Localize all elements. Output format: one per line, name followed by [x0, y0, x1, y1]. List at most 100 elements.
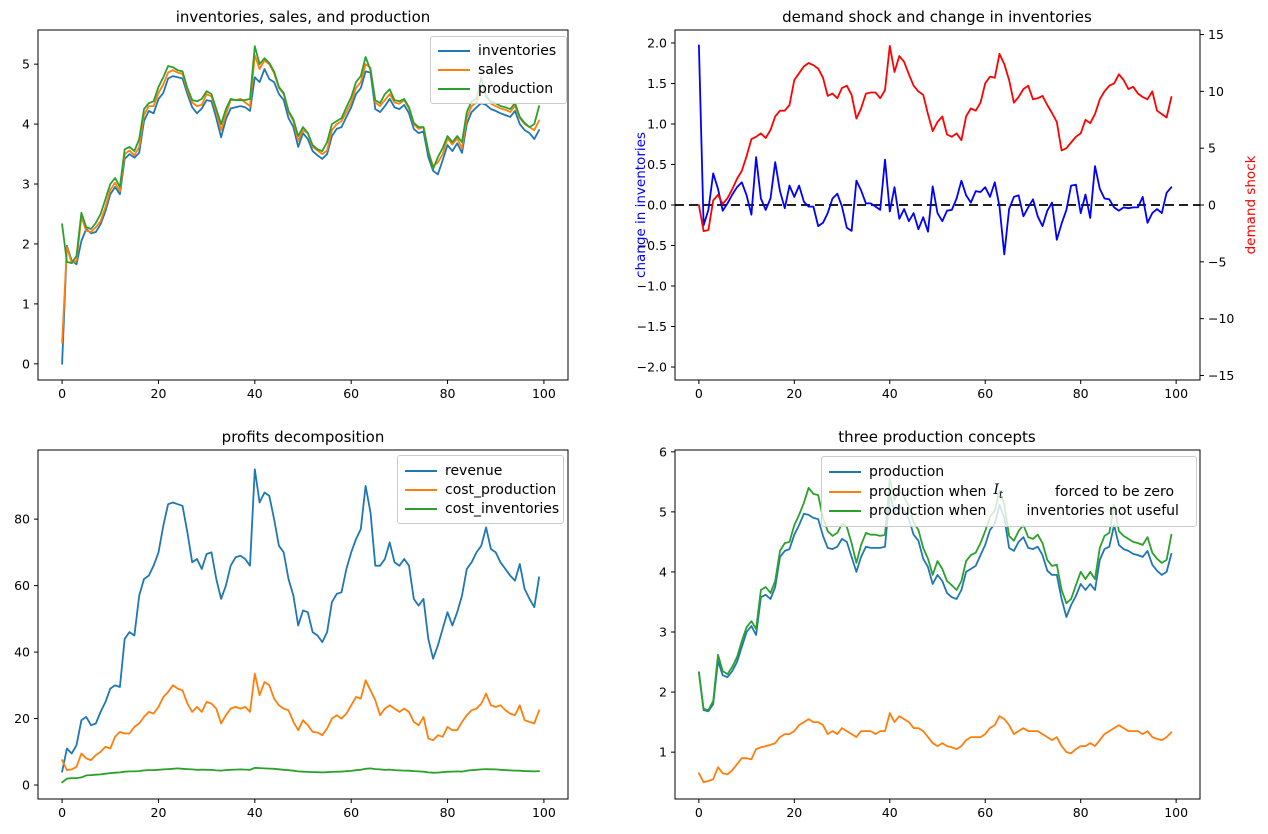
- legend-line-sample-revenue: [405, 469, 437, 472]
- legend-line-sample-production-zero-inventories: [829, 490, 861, 493]
- legend-label-post: forced to be zero: [1055, 483, 1175, 500]
- legend-profits-panel: revenue cost_production cost_inventories: [397, 455, 564, 524]
- y-tick-right-label: −10: [1208, 311, 1234, 326]
- y-tick-label: 5: [22, 57, 30, 72]
- axes-spines: [674, 449, 1201, 800]
- x-tick-label: 40: [247, 386, 263, 401]
- series-production: [61, 45, 540, 264]
- x-tick-label: 60: [977, 386, 993, 401]
- math-I-sub-t: It: [993, 482, 1003, 501]
- x-tick-label: 80: [1073, 805, 1089, 820]
- x-tick-label: 20: [786, 805, 802, 820]
- legend-line-sample-inventories: [438, 50, 470, 53]
- panel-title-demand-shock: demand shock and change in inventories: [782, 8, 1092, 26]
- legend-label-post: inventories not useful: [1026, 503, 1179, 520]
- y-tick-label: 3: [22, 177, 30, 192]
- series-production-when-inventories-not-useful: [698, 477, 1173, 711]
- legend-entry: production: [438, 79, 558, 98]
- legend-line-sample-production-no-inventories: [829, 510, 861, 513]
- legend-entry: cost_inventories: [405, 499, 559, 518]
- y-tick-label: 5: [659, 504, 667, 519]
- legend-entry: inventories: [438, 42, 558, 61]
- series-production-when-It-forced-to-be-zero: [698, 712, 1173, 784]
- series-demand-shock: [698, 45, 1173, 232]
- x-tick-label: 40: [882, 805, 898, 820]
- x-tick-label: 60: [343, 805, 359, 820]
- math-sub: t: [998, 489, 1003, 501]
- legend-entry: production: [829, 462, 1188, 482]
- x-tick-label: 0: [58, 805, 66, 820]
- x-tick-label: 20: [151, 386, 167, 401]
- legend-label: inventories: [478, 43, 557, 60]
- x-tick-label: 0: [695, 386, 703, 401]
- legend-line-sample-production: [438, 87, 470, 90]
- legend-gap: [1003, 491, 1055, 492]
- x-tick-label: 40: [882, 386, 898, 401]
- x-tick-label: 0: [58, 386, 66, 401]
- x-tick-label: 20: [786, 386, 802, 401]
- y-tick-label: 1.5: [647, 76, 667, 91]
- legend-entry: sales: [438, 61, 558, 80]
- x-tick-label: 80: [440, 805, 456, 820]
- panel-title-profits-decomposition: profits decomposition: [221, 428, 385, 446]
- x-tick-label: 80: [440, 386, 456, 401]
- y-tick-right-label: 0: [1208, 198, 1216, 213]
- legend-label: cost_production: [445, 481, 557, 498]
- y-tick-right-label: −15: [1208, 368, 1234, 383]
- legend-top-left-panel: inventories sales production: [430, 36, 567, 104]
- y-tick-label: 0.0: [647, 198, 667, 213]
- y-tick-label: 40: [14, 645, 30, 660]
- legend-entry: cost_production: [405, 480, 557, 499]
- y-tick-label: 20: [14, 711, 30, 726]
- y-tick-label: −1.0: [637, 279, 667, 294]
- y-tick-label: 0: [22, 356, 30, 371]
- y-tick-label: −0.5: [637, 238, 667, 253]
- legend-line-sample-sales: [438, 69, 470, 71]
- y-tick-label: 1: [659, 745, 667, 760]
- legend-label-pre: production when: [869, 503, 987, 520]
- y-tick-right-label: 5: [1208, 141, 1216, 156]
- y-tick-label: 4: [22, 117, 30, 132]
- x-tick-label: 100: [1164, 386, 1188, 401]
- legend-entry: production when It forced to be zero: [829, 482, 1188, 502]
- legend-line-sample-production: [829, 470, 861, 473]
- y-tick-right-label: −5: [1208, 254, 1226, 269]
- math-base: I: [993, 482, 999, 499]
- x-tick-label: 80: [1073, 386, 1089, 401]
- series-cost_production: [61, 672, 540, 771]
- y-tick-label: −1.5: [637, 319, 667, 334]
- x-tick-label: 100: [532, 386, 556, 401]
- legend-label: sales: [478, 62, 514, 78]
- ylabel-change-in-inventories: change in inventories: [633, 132, 649, 278]
- panel-title-three-production-concepts: three production concepts: [838, 428, 1036, 446]
- panel-title-inventories-sales-production: inventories, sales, and production: [175, 8, 431, 26]
- axes-spines: [37, 29, 569, 381]
- legend-label: production: [869, 463, 945, 480]
- y-tick-label: −2.0: [637, 360, 667, 375]
- y-tick-label: 1.0: [647, 116, 667, 131]
- legend-line-sample-cost-inventories: [405, 507, 437, 510]
- y-tick-label: 3: [659, 625, 667, 640]
- legend-gap: [986, 511, 1026, 512]
- y-tick-label: 60: [14, 578, 30, 593]
- legend-label-pre: production when: [869, 483, 987, 500]
- legend-label: production: [478, 80, 554, 97]
- y-tick-label: 2: [659, 685, 667, 700]
- y-tick-label: 4: [659, 564, 667, 579]
- x-tick-label: 100: [1164, 805, 1188, 820]
- y-tick-label: 0: [22, 778, 30, 793]
- legend-entry: revenue: [405, 461, 555, 480]
- x-tick-label: 0: [695, 805, 703, 820]
- y-tick-label: 0.5: [647, 157, 667, 172]
- series-production: [698, 493, 1173, 713]
- x-tick-label: 40: [247, 805, 263, 820]
- y-tick-right-label: 10: [1208, 84, 1224, 99]
- legend-line-sample-cost-production: [405, 488, 437, 491]
- axes-spines: [37, 449, 569, 800]
- y-tick-label: 1: [22, 296, 30, 311]
- ylabel-demand-shock: demand shock: [1243, 155, 1259, 255]
- x-tick-label: 100: [532, 805, 556, 820]
- legend-entry: production when inventories not useful: [829, 501, 1188, 521]
